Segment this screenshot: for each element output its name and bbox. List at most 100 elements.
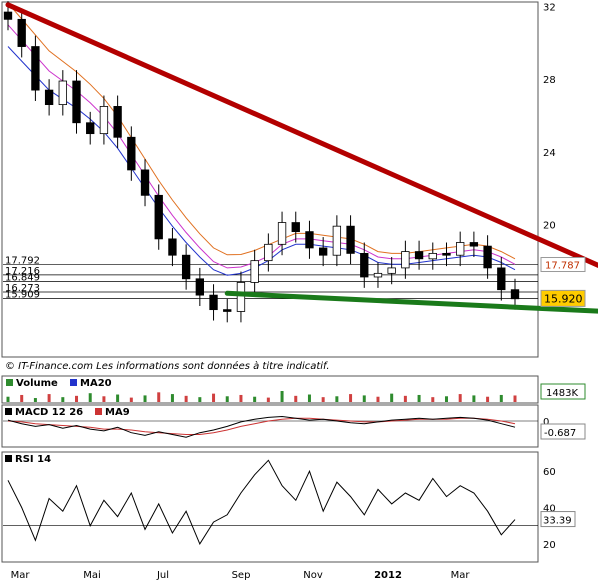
volume-bar [472, 395, 476, 402]
legend-rsi: RSI 14 [15, 454, 51, 465]
candle [86, 122, 95, 135]
volume-bar [198, 397, 202, 402]
volume-bar [390, 393, 394, 402]
x-tick: Mar [451, 570, 471, 581]
volume-bar [499, 394, 503, 402]
rsi-y-tick: 40 [543, 504, 556, 515]
ma20-line [7, 46, 516, 276]
volume-bar [321, 397, 325, 402]
level-label: 17.216 [5, 266, 40, 277]
rsi-panel-frame [1, 451, 539, 563]
legend-swatch-ma9 [95, 408, 102, 415]
x-axis: Mar Mai Jul Sep Nov 2012 Mar [11, 570, 471, 581]
rsi-layer: RSI 14 60 40 20 33.39 [3, 454, 576, 551]
candle [195, 278, 205, 296]
volume-bar [431, 397, 435, 402]
x-tick: Nov [303, 570, 323, 581]
volume-bar [376, 396, 380, 402]
candle [250, 260, 259, 283]
level-label: 16.273 [5, 283, 40, 294]
level-label: 15.909 [5, 290, 40, 301]
volume-bar [47, 394, 51, 402]
candle [140, 169, 150, 196]
candle [58, 80, 67, 106]
macd-panel-frame [1, 404, 539, 448]
candle [360, 252, 369, 278]
x-tick: Mar [11, 570, 31, 581]
volume-bar [403, 395, 407, 402]
volume-bar [6, 396, 10, 402]
candle [456, 242, 465, 256]
last-price-label-box [540, 289, 586, 307]
volume-bar [61, 397, 65, 402]
footer-note: © IT-Finance.com Les informations sont d… [5, 360, 330, 372]
candle [469, 242, 479, 247]
candle [181, 254, 191, 280]
candle [99, 106, 109, 135]
candle [236, 282, 246, 312]
volume-bar [253, 396, 257, 402]
x-tick: 2012 [374, 570, 402, 581]
ma50-line [7, 24, 516, 269]
candle [318, 247, 328, 256]
price-y-tick: 32 [543, 3, 556, 14]
volume-panel-frame [1, 375, 539, 404]
candle [305, 231, 314, 249]
candle [373, 272, 383, 278]
volume-bar [444, 396, 448, 402]
volume-bar [307, 394, 311, 402]
x-tick: Jul [156, 570, 169, 581]
candle [72, 80, 81, 124]
volume-bar [170, 394, 174, 402]
volume-last-label: 1483K [546, 388, 578, 399]
rsi-last-box [540, 511, 576, 528]
volume-bar [280, 391, 284, 402]
volume-bar [157, 392, 161, 402]
rsi-line [7, 459, 516, 545]
volume-bar [335, 396, 339, 402]
volume-bar [294, 395, 298, 402]
legend-ma20: MA20 [80, 378, 112, 389]
level-label: 17.792 [5, 255, 40, 266]
volume-bar [116, 394, 120, 402]
price-panel-frame [1, 1, 539, 358]
legend-swatch-volume [6, 379, 13, 386]
legend-swatch-rsi [5, 455, 12, 462]
volume-bar [458, 394, 462, 402]
candle [277, 222, 287, 245]
macd-layer: 0 MACD 12 26 MA9 -0.687 [3, 407, 586, 440]
volume-bar [349, 394, 353, 402]
volume-bar [417, 394, 421, 402]
price-y-tick: 28 [543, 75, 556, 86]
support-trendline [224, 290, 598, 314]
volume-bar [102, 396, 106, 402]
candle [483, 245, 492, 269]
candle [387, 267, 396, 274]
candle [442, 252, 451, 256]
last-ma-label-box [540, 257, 586, 273]
legend-ma9: MA9 [105, 407, 130, 418]
last-price-label: 15.920 [544, 292, 583, 305]
price-y-tick: 24 [543, 148, 556, 159]
candle [346, 225, 355, 254]
candle [414, 251, 424, 260]
volume-layer: Volume MA20 1483K [6, 378, 586, 402]
candle [154, 194, 163, 240]
volume-last-box [540, 383, 586, 400]
last-ma-label: 17.787 [545, 261, 580, 272]
rsi-y-tick: 60 [543, 467, 556, 478]
volume-bar [225, 396, 229, 402]
candle [264, 243, 273, 262]
volume-bar [266, 397, 270, 402]
macd-line [7, 415, 516, 438]
rsi-last-label: 33.39 [543, 516, 572, 527]
volume-bar [20, 394, 24, 402]
volume-bar [239, 394, 243, 402]
candle [401, 251, 410, 269]
x-tick: Sep [232, 570, 251, 581]
ma100-line [7, 2, 516, 260]
candle [44, 89, 54, 106]
candle [223, 309, 232, 312]
